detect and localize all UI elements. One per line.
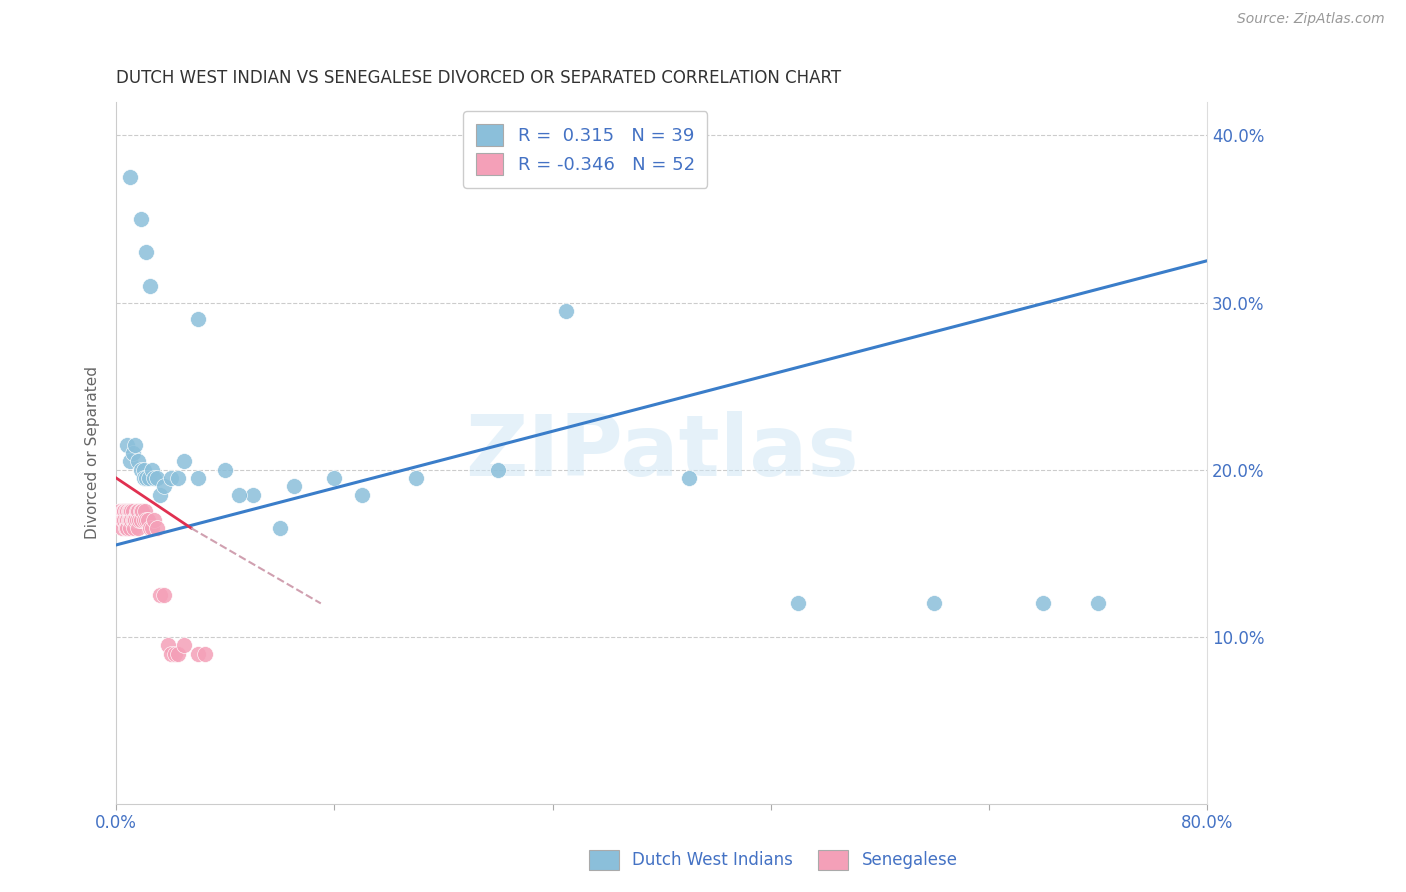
Point bbox=[117, 513, 139, 527]
Point bbox=[143, 471, 166, 485]
Point bbox=[143, 513, 166, 527]
Point bbox=[242, 488, 264, 502]
Point bbox=[138, 471, 160, 485]
Point bbox=[228, 488, 250, 502]
Point bbox=[146, 471, 169, 485]
Y-axis label: Divorced or Separated: Divorced or Separated bbox=[86, 367, 100, 540]
Point bbox=[115, 437, 138, 451]
Point bbox=[118, 504, 141, 518]
Point bbox=[134, 504, 156, 518]
Point bbox=[114, 504, 136, 518]
Point bbox=[166, 471, 188, 485]
Point bbox=[486, 463, 509, 477]
Point bbox=[214, 463, 236, 477]
Point bbox=[159, 647, 181, 661]
Point bbox=[555, 304, 578, 318]
Point bbox=[173, 454, 195, 468]
Point bbox=[118, 454, 141, 468]
Point bbox=[283, 479, 305, 493]
Point bbox=[405, 471, 427, 485]
Point bbox=[146, 521, 169, 535]
Point bbox=[114, 513, 136, 527]
Point bbox=[187, 471, 209, 485]
Point bbox=[125, 504, 148, 518]
Point bbox=[117, 504, 139, 518]
Point bbox=[122, 521, 145, 535]
Point bbox=[787, 596, 810, 610]
Point bbox=[149, 488, 172, 502]
Point bbox=[269, 521, 291, 535]
Point bbox=[132, 463, 155, 477]
Point bbox=[139, 521, 162, 535]
Point bbox=[135, 471, 157, 485]
Text: Source: ZipAtlas.com: Source: ZipAtlas.com bbox=[1237, 12, 1385, 26]
Text: ZIPatlas: ZIPatlas bbox=[465, 411, 859, 494]
Legend: R =  0.315   N = 39, R = -0.346   N = 52: R = 0.315 N = 39, R = -0.346 N = 52 bbox=[464, 111, 707, 187]
Point bbox=[323, 471, 346, 485]
Point bbox=[135, 513, 157, 527]
Point bbox=[153, 479, 176, 493]
Point bbox=[121, 513, 143, 527]
Point bbox=[124, 513, 146, 527]
Point bbox=[127, 454, 149, 468]
Point bbox=[129, 211, 152, 226]
Point bbox=[350, 488, 373, 502]
Point bbox=[187, 647, 209, 661]
Point bbox=[131, 504, 153, 518]
Point bbox=[135, 245, 157, 260]
Point bbox=[124, 437, 146, 451]
Point bbox=[187, 312, 209, 326]
Legend: Dutch West Indians, Senegalese: Dutch West Indians, Senegalese bbox=[582, 843, 965, 877]
Point bbox=[136, 513, 159, 527]
Point bbox=[118, 170, 141, 185]
Point bbox=[678, 471, 700, 485]
Point bbox=[120, 504, 142, 518]
Point bbox=[157, 638, 180, 652]
Point bbox=[129, 513, 152, 527]
Point bbox=[132, 471, 155, 485]
Point bbox=[114, 521, 136, 535]
Point bbox=[122, 513, 145, 527]
Point bbox=[127, 504, 149, 518]
Point bbox=[141, 463, 163, 477]
Point bbox=[141, 521, 163, 535]
Point bbox=[118, 521, 141, 535]
Point bbox=[194, 647, 217, 661]
Point bbox=[149, 588, 172, 602]
Point bbox=[114, 504, 136, 518]
Point bbox=[121, 446, 143, 460]
Point bbox=[115, 521, 138, 535]
Point bbox=[139, 278, 162, 293]
Point bbox=[159, 471, 181, 485]
Point bbox=[112, 504, 135, 518]
Point bbox=[114, 504, 136, 518]
Point bbox=[115, 504, 138, 518]
Point bbox=[924, 596, 946, 610]
Point bbox=[114, 513, 136, 527]
Point bbox=[173, 638, 195, 652]
Point bbox=[125, 513, 148, 527]
Point bbox=[129, 504, 152, 518]
Point bbox=[111, 513, 134, 527]
Point bbox=[1087, 596, 1109, 610]
Point bbox=[166, 647, 188, 661]
Point bbox=[115, 513, 138, 527]
Point bbox=[120, 513, 142, 527]
Point bbox=[118, 513, 141, 527]
Point bbox=[127, 521, 149, 535]
Point bbox=[128, 513, 150, 527]
Point bbox=[129, 463, 152, 477]
Point bbox=[153, 588, 176, 602]
Point bbox=[110, 504, 132, 518]
Point bbox=[108, 513, 131, 527]
Point bbox=[112, 513, 135, 527]
Point bbox=[1032, 596, 1054, 610]
Point bbox=[163, 647, 186, 661]
Point bbox=[132, 513, 155, 527]
Point bbox=[111, 521, 134, 535]
Text: DUTCH WEST INDIAN VS SENEGALESE DIVORCED OR SEPARATED CORRELATION CHART: DUTCH WEST INDIAN VS SENEGALESE DIVORCED… bbox=[117, 69, 841, 87]
Point bbox=[121, 504, 143, 518]
